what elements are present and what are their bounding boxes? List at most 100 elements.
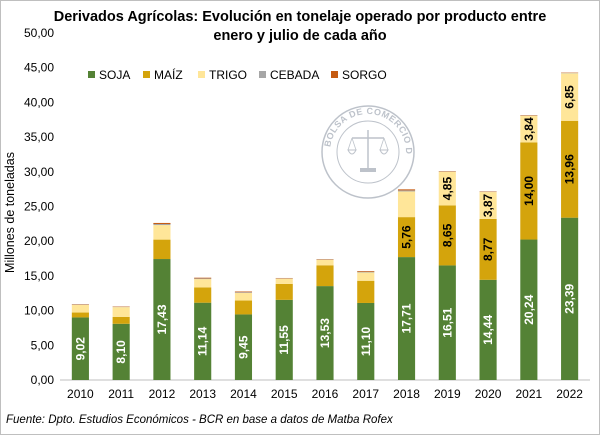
bar-segment-soja xyxy=(275,299,293,380)
bar-segment-sorgo xyxy=(153,222,171,224)
bar-segment-cebada xyxy=(357,271,375,273)
bar-segment-cebada xyxy=(397,190,416,192)
data-label: 13,53 xyxy=(318,318,332,348)
bar-segment-maíz xyxy=(397,217,416,258)
bar-segment-maíz xyxy=(438,205,456,266)
data-label: 8,65 xyxy=(440,223,454,247)
data-label: 3,87 xyxy=(481,193,495,217)
y-tick-label: 10,00 xyxy=(24,304,54,318)
bar-segment-soja xyxy=(234,314,253,380)
chart-subtitle: enero y julio de cada año xyxy=(213,28,386,44)
source-note: Fuente: Dpto. Estudios Económicos - BCR … xyxy=(6,414,393,426)
y-tick-label: 30,00 xyxy=(24,165,54,179)
legend-swatch-maíz xyxy=(143,71,150,78)
data-label: 16,51 xyxy=(440,307,454,337)
legend-label-soja: SOJA xyxy=(99,68,130,82)
data-label: 9,02 xyxy=(73,337,87,361)
legend-swatch-trigo xyxy=(198,71,205,78)
bar-segment-soja xyxy=(153,259,171,380)
x-tick-label: 2013 xyxy=(189,387,216,401)
bar-segment-maíz xyxy=(561,120,579,218)
bars-group xyxy=(71,72,579,380)
bar-segment-sorgo xyxy=(234,291,253,293)
bar-segment-sorgo xyxy=(357,271,375,272)
data-labels-group: 9,02 8,10 17,43 11,14 9,45 11,55 13,53 11,10 17,… xyxy=(73,85,576,364)
bar-segment-sorgo xyxy=(397,189,416,191)
bar-segment-soja xyxy=(479,279,497,380)
x-tick-label: 2017 xyxy=(352,387,379,401)
y-tick-label: 0,00 xyxy=(31,373,55,387)
bar-segment-soja xyxy=(397,257,416,380)
bar-segment-soja xyxy=(316,286,334,380)
bar-segment-trigo xyxy=(194,279,212,288)
bar-segment-maíz xyxy=(112,316,130,324)
data-label: 9,45 xyxy=(236,335,250,359)
chart-title: Derivados Agrícolas: Evolución en tonela… xyxy=(54,9,547,25)
y-tick-label: 45,00 xyxy=(24,61,54,75)
bar-segment-maíz xyxy=(479,218,497,280)
legend-swatch-cebada xyxy=(259,71,266,78)
data-label: 6,85 xyxy=(563,85,577,109)
bar-segment-trigo xyxy=(234,292,253,301)
x-tick-label: 2012 xyxy=(149,387,176,401)
x-tick-label: 2020 xyxy=(475,387,502,401)
data-label: 13,96 xyxy=(563,154,577,184)
legend-label-maíz: MAÍZ xyxy=(154,67,183,82)
data-label: 17,43 xyxy=(155,304,169,334)
bar-segment-soja xyxy=(194,302,212,380)
bar-segment-maíz xyxy=(153,239,171,260)
data-label: 11,55 xyxy=(277,325,291,355)
legend: SOJA MAÍZ TRIGO CEBADA SORGO xyxy=(88,67,387,82)
bar-segment-trigo xyxy=(71,304,89,313)
bar-segment-soja xyxy=(71,317,89,380)
legend-swatch-soja xyxy=(88,71,95,78)
bar-segment-maíz xyxy=(520,142,538,240)
x-tick-label: 2019 xyxy=(434,387,461,401)
data-label: 8,77 xyxy=(481,237,495,261)
bar-segment-maíz xyxy=(357,280,375,303)
bar-segment-trigo xyxy=(316,259,334,266)
x-tick-label: 2018 xyxy=(393,387,420,401)
y-tick-label: 35,00 xyxy=(24,130,54,144)
bar-segment-maíz xyxy=(194,287,212,303)
data-label: 14,44 xyxy=(481,315,495,345)
bar-segment-cebada xyxy=(234,292,253,293)
bar-segment-soja xyxy=(438,265,456,380)
y-tick-label: 50,00 xyxy=(24,26,54,40)
legend-swatch-sorgo xyxy=(331,71,338,78)
bar-segment-trigo xyxy=(153,225,171,240)
bar-segment-maíz xyxy=(316,265,334,287)
bar-segment-maíz xyxy=(71,312,89,318)
data-label: 11,14 xyxy=(196,326,210,356)
bar-segment-trigo xyxy=(438,171,456,206)
data-label: 11,10 xyxy=(359,326,373,356)
y-tick-label: 5,00 xyxy=(31,338,55,352)
data-label: 20,24 xyxy=(522,294,536,324)
x-tick-label: 2010 xyxy=(67,387,94,401)
data-label: 5,76 xyxy=(400,225,414,249)
x-tick-label: 2014 xyxy=(230,387,257,401)
y-tick-label: 25,00 xyxy=(24,200,54,214)
bar-segment-cebada xyxy=(153,223,171,226)
legend-label-sorgo: SORGO xyxy=(342,68,387,82)
data-label: 14,00 xyxy=(522,176,536,206)
data-label: 23,39 xyxy=(563,283,577,313)
data-label: 8,10 xyxy=(114,340,128,364)
bar-segment-trigo xyxy=(357,272,375,281)
x-tick-label: 2016 xyxy=(312,387,339,401)
y-tick-label: 15,00 xyxy=(24,269,54,283)
bar-segment-soja xyxy=(520,239,538,380)
bar-segment-trigo xyxy=(520,115,538,143)
bar-segment-cebada xyxy=(194,278,212,280)
bar-segment-trigo xyxy=(112,307,130,317)
bar-segment-trigo xyxy=(275,278,293,284)
bar-segment-trigo xyxy=(561,73,579,121)
bar-segment-sorgo xyxy=(194,277,212,279)
bar-segment-maíz xyxy=(275,283,293,300)
y-tick-label: 20,00 xyxy=(24,234,54,248)
x-tick-label: 2022 xyxy=(556,387,583,401)
y-axis: 0,00 5,00 10,00 15,00 20,00 25,00 30,00 35,00 40… xyxy=(3,26,590,401)
x-tick-label: 2011 xyxy=(108,387,134,401)
bar-segment-soja xyxy=(357,302,375,380)
